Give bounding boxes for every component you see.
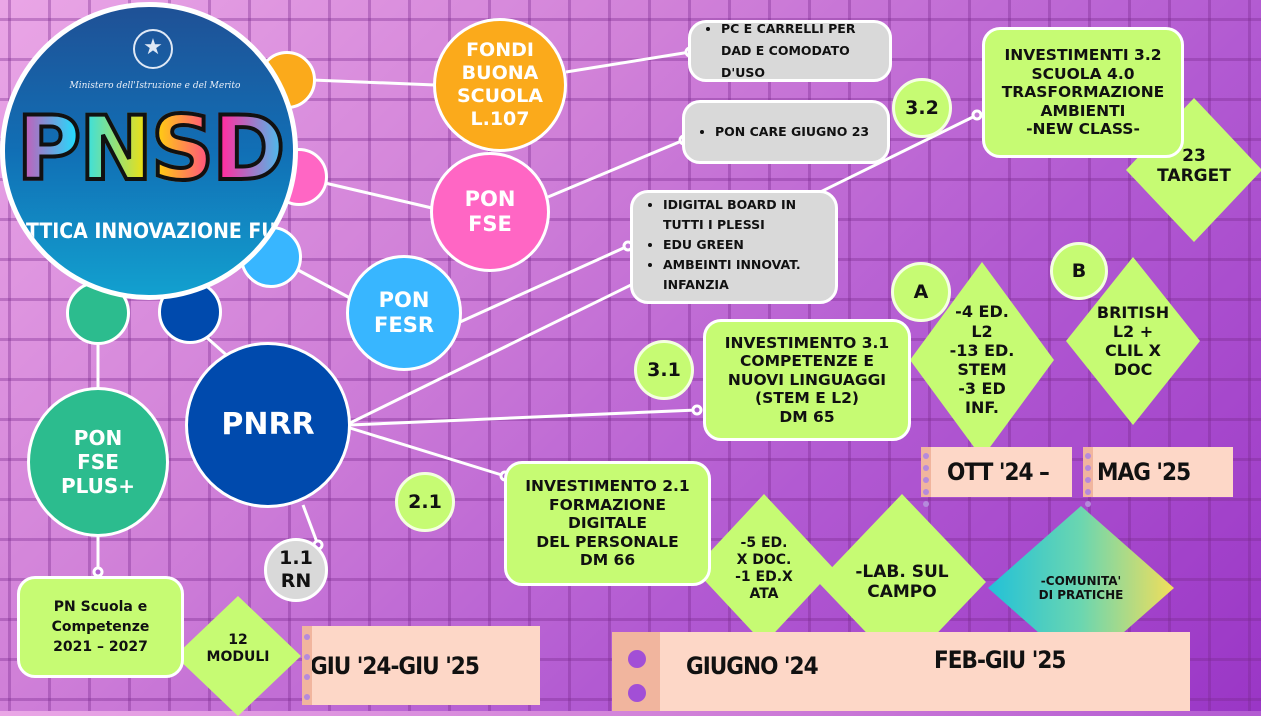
rn-node: 1.1 RN	[264, 538, 328, 602]
pon-fesr-node: PON FESR	[346, 255, 462, 371]
investimento-3-1-box: INVESTIMENTO 3.1 COMPETENZE E NUOVI LING…	[703, 319, 911, 441]
pon-fse-plus-node: PON FSE PLUS+	[27, 387, 169, 537]
connector	[301, 504, 320, 546]
fesr-detail-box: IDIGITAL BOARD IN TUTTI I PLESSIEDU GREE…	[630, 190, 838, 304]
pn-scuola-box: PN Scuola e Competenze 2021 – 2027	[17, 576, 184, 678]
connector	[547, 138, 685, 199]
node-b: B	[1050, 242, 1108, 300]
logo-title: PNSD	[5, 103, 293, 195]
pon-fse-node: PON FSE	[430, 152, 550, 272]
connector	[565, 50, 691, 74]
pnsd-logo: ★ Ministero dell'Istruzione e del Merito…	[0, 2, 298, 300]
connector	[297, 268, 351, 300]
node-2-1: 2.1	[395, 472, 455, 532]
pnrr-node: PNRR	[185, 342, 351, 508]
ministry-name: Ministero dell'Istruzione e del Merito	[69, 81, 241, 91]
list-item: IDIGITAL BOARD IN TUTTI I PLESSI	[663, 195, 821, 235]
node-3-1: 3.1	[634, 340, 694, 400]
list-item: PON CARE GIUGNO 23	[715, 121, 869, 143]
connector	[311, 78, 436, 87]
list-item: AMBEINTI INNOVAT. INFANZIA	[663, 255, 821, 295]
date-mag-25: MAG '25	[1083, 447, 1233, 507]
date-text: FEB-GIU '25	[934, 646, 1066, 674]
investimento-3-2-box: INVESTIMENTI 3.2 SCUOLA 4.0 TRASFORMAZIO…	[982, 27, 1184, 158]
node-3-2: 3.2	[892, 78, 952, 138]
investimento-2-1-box: INVESTIMENTO 2.1 FORMAZIONE DIGITALE DEL…	[504, 461, 711, 586]
fse-detail-box: PON CARE GIUGNO 23	[682, 100, 890, 164]
date-ott-24: OTT '24 –	[921, 447, 1072, 507]
emblem-icon: ★	[133, 29, 173, 69]
connector	[459, 244, 629, 324]
date-text: GIUGNO '24	[686, 652, 819, 680]
connector	[349, 408, 698, 427]
fondi-buona-scuola-node: FONDI BUONA SCUOLA L.107	[433, 18, 567, 152]
list-item: EDU GREEN	[663, 235, 821, 255]
connector	[324, 181, 433, 210]
logo-subtitle: ATTICA INNOVAZIONE FUTU	[13, 219, 298, 243]
date-giugno-feb: GIUGNO '24 FEB-GIU '25	[612, 632, 1190, 711]
date-text: MAG '25	[1097, 458, 1191, 486]
date-giu-giu: GIU '24-GIU '25	[302, 626, 540, 705]
list-item: PC E CARRELLI PER DAD E COMODATO D'USO	[721, 18, 875, 84]
node-a: A	[891, 262, 951, 322]
date-text: GIU '24-GIU '25	[310, 651, 480, 680]
date-text: OTT '24 –	[947, 458, 1050, 486]
connector	[349, 426, 506, 478]
fondi-detail-box: PC E CARRELLI PER DAD E COMODATO D'USO	[688, 20, 892, 82]
